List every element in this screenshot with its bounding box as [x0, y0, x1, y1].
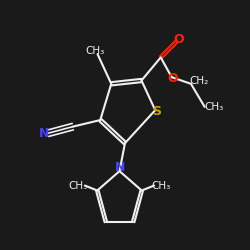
Text: O: O: [168, 72, 178, 85]
Text: CH₃: CH₃: [205, 102, 224, 112]
Text: S: S: [152, 105, 161, 118]
Text: N: N: [115, 161, 125, 174]
Text: CH₃: CH₃: [151, 180, 171, 190]
Text: CH₃: CH₃: [85, 46, 104, 56]
Text: CH₂: CH₂: [190, 76, 209, 86]
Text: CH₃: CH₃: [68, 180, 88, 190]
Text: O: O: [173, 33, 184, 46]
Text: N: N: [39, 127, 49, 140]
